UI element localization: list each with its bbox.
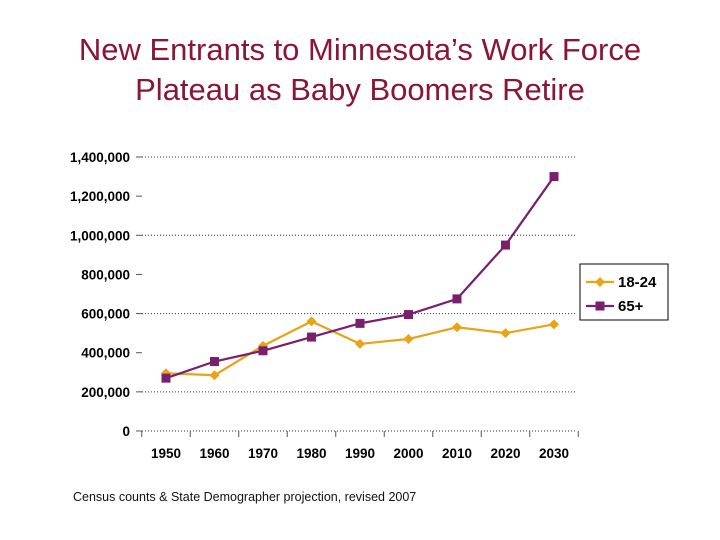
data-point bbox=[549, 319, 559, 330]
y-tick-label: 1,000,000 bbox=[70, 228, 130, 243]
data-point bbox=[258, 346, 268, 356]
data-point bbox=[210, 357, 219, 367]
y-tick-label: 1,200,000 bbox=[70, 189, 130, 204]
data-point bbox=[595, 301, 605, 311]
series-lines bbox=[161, 172, 559, 383]
data-point bbox=[161, 373, 171, 383]
chart-title: New Entrants to Minnesota’s Work Force P… bbox=[0, 30, 720, 110]
legend-label: 18-24 bbox=[618, 274, 657, 291]
legend: 18-24 65+ bbox=[579, 263, 669, 321]
x-tick-label: 1980 bbox=[296, 446, 326, 461]
x-tick-label: 2030 bbox=[539, 446, 569, 461]
data-point bbox=[595, 277, 605, 287]
data-point bbox=[209, 370, 220, 381]
x-tick-label: 1950 bbox=[151, 446, 181, 461]
x-tick-label: 1970 bbox=[248, 446, 278, 461]
grid-lines bbox=[142, 156, 576, 393]
series-65+ bbox=[161, 172, 559, 383]
data-point bbox=[355, 338, 365, 349]
data-point bbox=[549, 172, 559, 182]
y-tick-label: 400,000 bbox=[81, 346, 130, 361]
data-point bbox=[501, 240, 510, 250]
legend-box bbox=[579, 263, 669, 321]
source-note: Census counts & State Demographer projec… bbox=[73, 490, 417, 504]
x-tick-label: 1960 bbox=[199, 446, 229, 461]
y-tick-label: 600,000 bbox=[81, 307, 130, 322]
legend-label: 65+ bbox=[618, 298, 644, 315]
data-point bbox=[452, 322, 462, 333]
data-point bbox=[404, 310, 413, 320]
y-tick-label: 800,000 bbox=[81, 267, 130, 282]
x-tick-label: 2000 bbox=[393, 446, 423, 461]
y-tick-label: 1,400,000 bbox=[70, 150, 130, 165]
data-point bbox=[403, 334, 414, 345]
title-line-1: New Entrants to Minnesota’s Work Force bbox=[78, 32, 642, 67]
data-point bbox=[306, 316, 317, 327]
x-tick-label: 2020 bbox=[490, 446, 520, 461]
axes: 0 200,000 400,000 600,000 800,000 1,000,000 1,… bbox=[70, 150, 579, 461]
x-tick-label: 1990 bbox=[345, 446, 375, 461]
title-line-2: Plateau as Baby Boomers Retire bbox=[135, 72, 585, 107]
x-tick-label: 2010 bbox=[442, 446, 472, 461]
y-tick-label: 0 bbox=[122, 424, 130, 439]
data-point bbox=[452, 294, 462, 304]
data-point bbox=[355, 318, 365, 328]
y-tick-label: 200,000 bbox=[81, 385, 130, 400]
data-point bbox=[500, 328, 511, 339]
data-point bbox=[307, 332, 316, 342]
